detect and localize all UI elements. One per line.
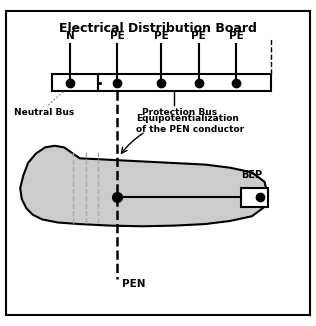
- Bar: [52, 74, 99, 91]
- Bar: [241, 188, 268, 207]
- Text: PEN: PEN: [122, 279, 145, 289]
- Text: Equipotentialization
of the PEN conductor: Equipotentialization of the PEN conducto…: [136, 114, 244, 134]
- Text: BEP: BEP: [241, 170, 263, 180]
- Text: PE: PE: [191, 32, 206, 41]
- Text: PE: PE: [229, 32, 244, 41]
- Text: N: N: [66, 32, 75, 41]
- Text: PE: PE: [154, 32, 168, 41]
- Text: Electrical Distribution Board: Electrical Distribution Board: [59, 22, 257, 35]
- Bar: [99, 74, 271, 91]
- Text: PE: PE: [110, 32, 125, 41]
- Text: Protection Bus: Protection Bus: [142, 108, 217, 117]
- Text: Neutral Bus: Neutral Bus: [14, 108, 74, 117]
- Polygon shape: [20, 146, 268, 226]
